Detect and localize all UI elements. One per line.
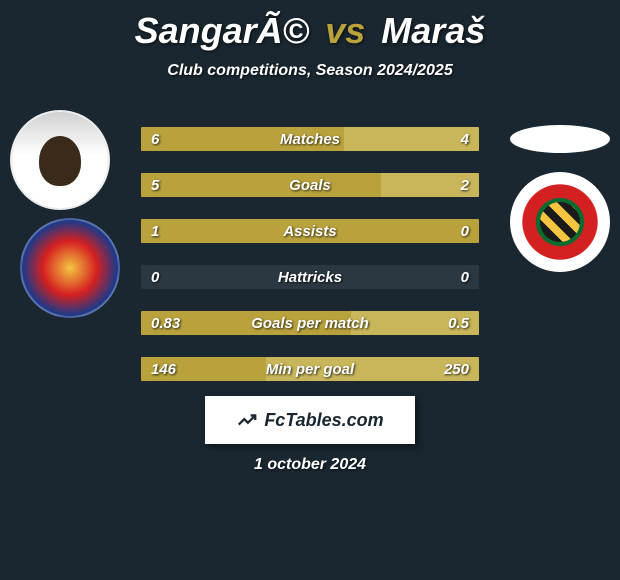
- date-label: 1 october 2024: [0, 456, 620, 474]
- stat-label: Goals: [141, 173, 479, 197]
- stat-value-right: 0: [461, 219, 469, 243]
- subtitle: Club competitions, Season 2024/2025: [0, 62, 620, 80]
- player1-club-logo: [20, 218, 120, 318]
- stat-value-right: 4: [461, 127, 469, 151]
- stat-row-min-per-goal: 146 Min per goal 250: [140, 356, 480, 382]
- stat-row-assists: 1 Assists 0: [140, 218, 480, 244]
- stat-label: Goals per match: [141, 311, 479, 335]
- chart-icon: [236, 409, 258, 431]
- player1-avatar: [10, 110, 110, 210]
- stat-label: Assists: [141, 219, 479, 243]
- stat-value-right: 250: [444, 357, 469, 381]
- stat-row-goals: 5 Goals 2: [140, 172, 480, 198]
- stats-bars-container: 6 Matches 4 5 Goals 2 1 Assists 0 0 Hatt…: [140, 126, 480, 402]
- stat-value-right: 0: [461, 265, 469, 289]
- branding-link[interactable]: FcTables.com: [205, 396, 415, 444]
- player2-club-logo: [510, 172, 610, 272]
- page-title: SangarÃ© vs Maraš: [0, 0, 620, 52]
- vs-label: vs: [325, 10, 365, 51]
- player1-name: SangarÃ©: [135, 10, 310, 51]
- stat-value-right: 0.5: [448, 311, 469, 335]
- stat-label: Matches: [141, 127, 479, 151]
- stat-label: Hattricks: [141, 265, 479, 289]
- stat-value-right: 2: [461, 173, 469, 197]
- player2-name: Maraš: [381, 10, 485, 51]
- stat-row-goals-per-match: 0.83 Goals per match 0.5: [140, 310, 480, 336]
- stat-row-matches: 6 Matches 4: [140, 126, 480, 152]
- branding-text: FcTables.com: [264, 410, 383, 431]
- stat-row-hattricks: 0 Hattricks 0: [140, 264, 480, 290]
- player2-avatar: [510, 125, 610, 153]
- stat-label: Min per goal: [141, 357, 479, 381]
